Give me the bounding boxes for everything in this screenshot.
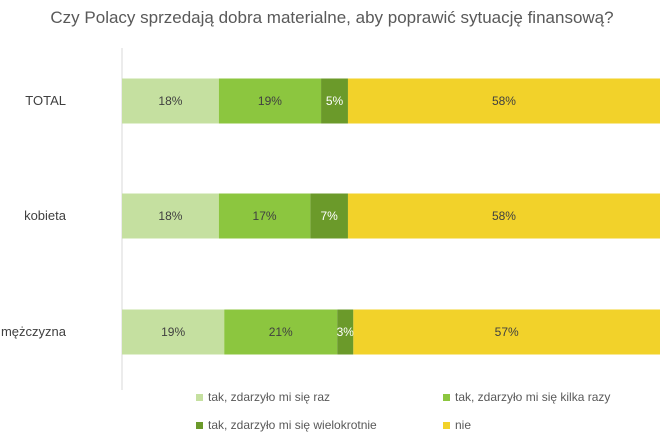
data-label: 58% — [492, 209, 516, 223]
legend-item: tak, zdarzyło mi się kilka razy — [443, 390, 610, 404]
legend-label: nie — [455, 418, 472, 432]
bar-segment — [218, 193, 311, 239]
bar-segment — [321, 78, 348, 124]
data-label: 5% — [326, 94, 344, 108]
category-label: mężczyzna — [1, 324, 67, 339]
bar-segment — [337, 309, 354, 355]
chart-title: Czy Polacy sprzedają dobra materialne, a… — [50, 8, 614, 27]
bar-segment — [218, 78, 322, 124]
data-label: 17% — [253, 209, 277, 223]
category-label: TOTAL — [25, 93, 66, 108]
data-label: 19% — [258, 94, 282, 108]
data-label: 7% — [320, 209, 338, 223]
bar-segment — [310, 193, 348, 239]
bar-segment — [353, 309, 660, 355]
legend-label: tak, zdarzyło mi się kilka razy — [455, 390, 611, 404]
data-label: 19% — [161, 325, 185, 339]
data-label: 21% — [269, 325, 293, 339]
bar-segment — [347, 78, 660, 124]
legend-swatch — [443, 421, 450, 429]
bar-segment — [122, 309, 225, 355]
legend-swatch — [196, 421, 203, 429]
legend-item: nie — [443, 418, 471, 432]
legend-item: tak, zdarzyło mi się raz — [196, 390, 330, 404]
data-label: 58% — [492, 94, 516, 108]
legend-swatch — [196, 393, 203, 401]
legend-label: tak, zdarzyło mi się raz — [208, 390, 331, 404]
bar-segment — [347, 193, 660, 239]
bar-segment — [122, 78, 219, 124]
legend-label: tak, zdarzyło mi się wielokrotnie — [208, 418, 377, 432]
legend-swatch — [443, 393, 450, 401]
data-label: 57% — [495, 325, 519, 339]
bar-segment — [224, 309, 338, 355]
legend-item: tak, zdarzyło mi się wielokrotnie — [196, 418, 377, 432]
data-label: 3% — [337, 325, 355, 339]
bar-segment — [122, 193, 219, 239]
data-label: 18% — [158, 209, 182, 223]
category-label: kobieta — [24, 208, 67, 223]
data-label: 18% — [158, 94, 182, 108]
